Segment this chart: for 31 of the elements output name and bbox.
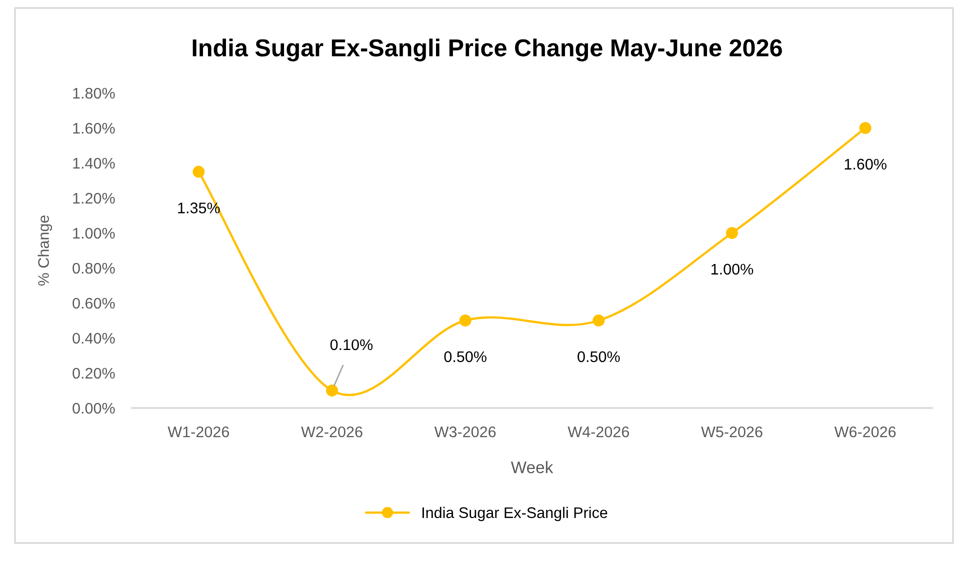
x-tick-label: W1-2026 [168,426,229,438]
y-tick-label: 1.60% [73,122,115,134]
point [459,314,472,327]
data-label: 0.10% [330,339,373,350]
x-tick-label: W2-2026 [301,426,362,438]
y-tick-label: 1.00% [73,228,115,239]
y-tick-label: 0.60% [72,298,115,309]
y-axis-title: % Change [38,216,52,286]
legend-label: India Sugar Ex-Sangli Price [422,506,608,522]
point [859,122,872,134]
y-tick-label: 0.20% [72,368,115,379]
y-tick-label: 0.80% [72,262,115,274]
chart-title: India Sugar Ex-Sangli Price Change May-June 2026 [192,38,782,62]
point [592,314,605,327]
y-tick-label: 1.40% [73,158,115,169]
x-tick-label: W6-2026 [834,426,896,438]
point [326,384,338,397]
y-tick-label: 0.00% [72,402,115,414]
y-tick-label: 0.40% [72,332,115,344]
point [192,166,205,178]
x-tick-label: W4-2026 [568,426,629,438]
data-label: 0.50% [444,351,486,362]
x-tick-label: W3-2026 [434,426,496,438]
y-tick-label: 1.20% [73,192,115,204]
data-label: 0.50% [578,351,620,362]
data-label: 1.00% [712,264,754,275]
y-tick-label: 1.80% [73,88,115,99]
point [726,226,738,240]
x-tick-label: W5-2026 [701,426,762,438]
x-axis-title: Week [510,461,554,474]
data-label: 1.60% [844,158,886,170]
